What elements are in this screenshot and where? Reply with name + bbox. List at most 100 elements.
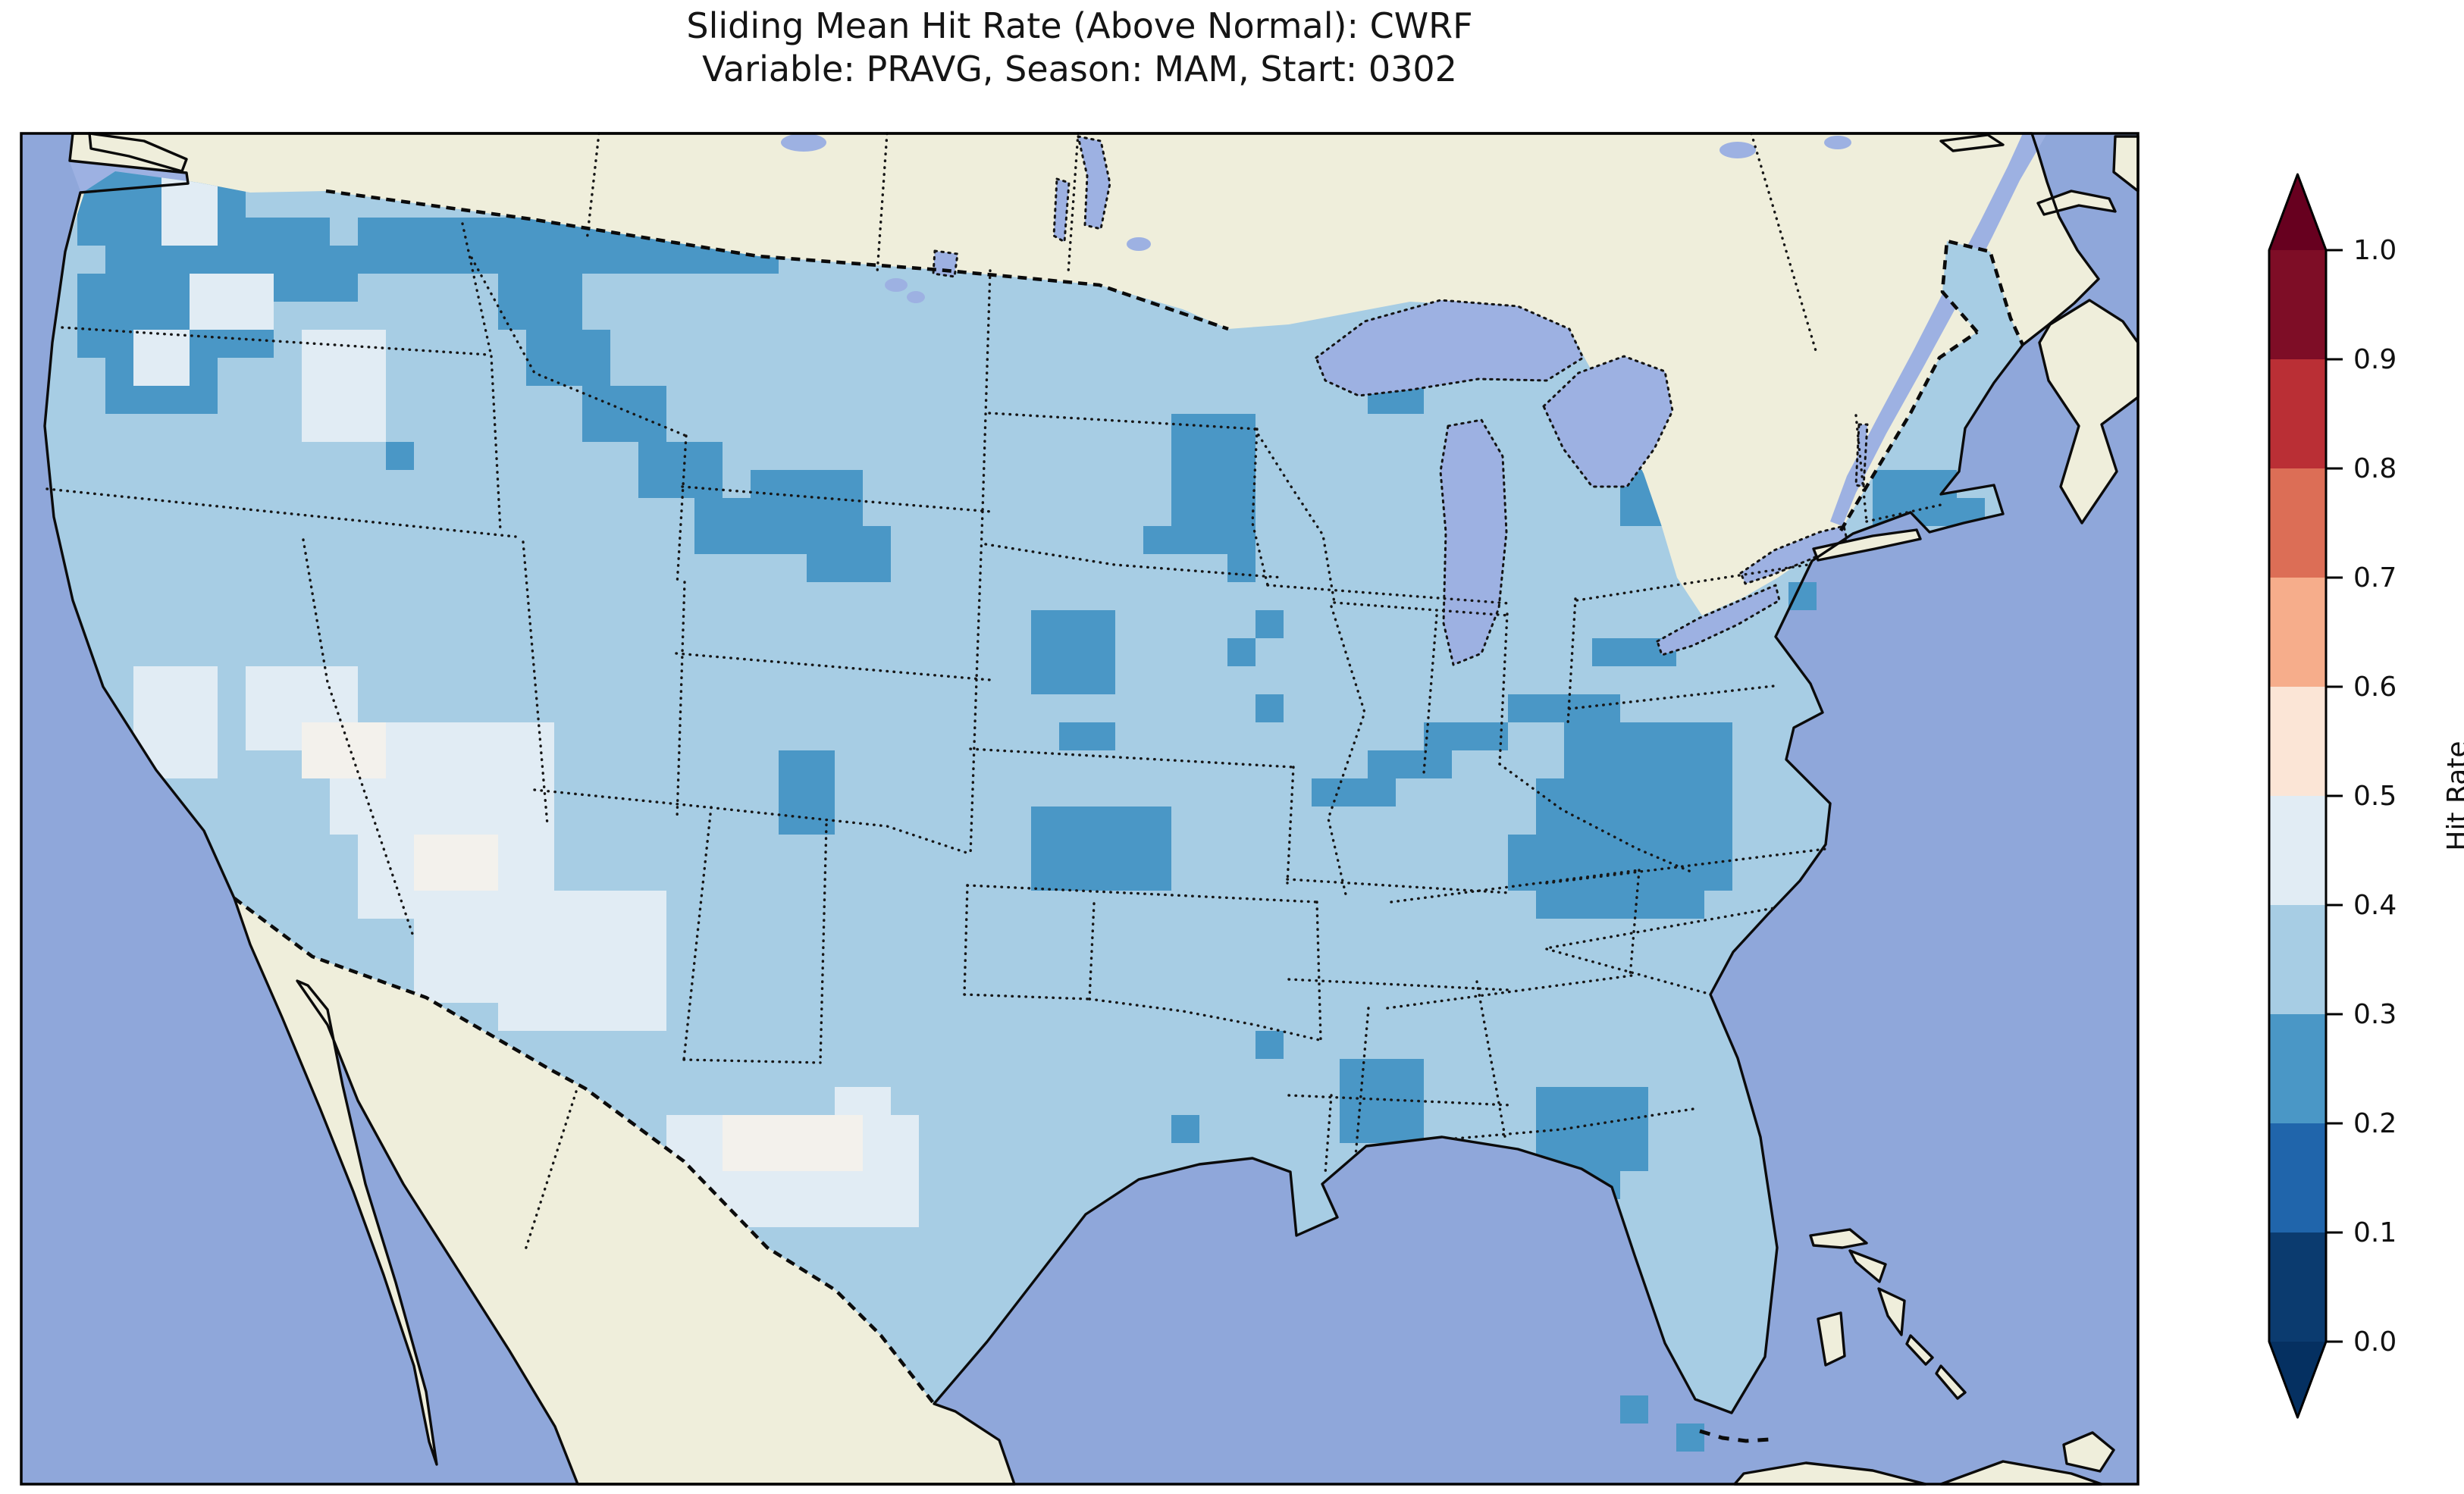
state-border	[682, 1058, 822, 1064]
long-island	[1812, 528, 1922, 562]
country-border	[1839, 330, 1979, 532]
lake-of-the-woods	[932, 249, 959, 278]
small-lake	[1719, 142, 1756, 158]
state-border	[681, 485, 993, 513]
state-border	[1498, 612, 1509, 766]
colorbar-axis-label: Hit Rate	[2442, 741, 2464, 850]
colorbar-segment	[2269, 250, 2326, 359]
province-border	[876, 132, 889, 274]
hit-rate-cells-0.2-0.3	[1536, 778, 1732, 835]
colorbar-tick-label: 0.5	[2353, 781, 2397, 812]
hit-rate-cells-0.2-0.3	[1340, 1059, 1424, 1143]
state-border	[522, 540, 549, 826]
state-border	[1545, 847, 1827, 885]
colorbar-tick-label: 0.3	[2353, 999, 2397, 1030]
hit-rate-cells-0.2-0.3	[498, 274, 582, 330]
north-america-landmass-coastline	[43, 132, 2100, 1486]
hit-rate-cells-0.2-0.3	[358, 218, 526, 274]
hit-rate-cells-0.2-0.3	[526, 330, 610, 386]
state-border	[1475, 980, 1507, 1142]
long-island-bahamas	[1935, 1364, 1967, 1400]
colorbar-tick-label: 0.7	[2353, 562, 2397, 594]
province-border	[1067, 132, 1080, 274]
hit-rate-cells-0.2-0.3	[1256, 610, 1284, 638]
colorbar-segment	[2269, 578, 2326, 687]
hit-rate-cells-0.4-0.5	[133, 330, 190, 386]
state-border	[963, 993, 1091, 1001]
state-border	[302, 538, 415, 938]
lake-ontario	[1739, 525, 1848, 585]
state-border	[1286, 766, 1295, 885]
state-border	[1566, 597, 1577, 725]
colorbar-tick-label: 0.2	[2353, 1108, 2397, 1139]
state-border	[61, 326, 491, 356]
hit-rate-cells-0.2-0.3	[1256, 694, 1284, 722]
hit-rate-cells-0.2-0.3	[1536, 891, 1704, 919]
state-border	[984, 543, 1284, 579]
state-border	[1545, 947, 1707, 994]
chart-title-line1: Sliding Mean Hit Rate (Above Normal): CW…	[686, 5, 1473, 46]
hit-rate-cells-0.4-0.5	[190, 274, 274, 330]
state-border	[819, 823, 828, 1064]
hit-rate-cells-0.2-0.3	[386, 442, 414, 470]
cat-island	[1905, 1334, 1934, 1366]
state-border	[470, 256, 688, 437]
state-border	[1454, 1107, 1700, 1140]
eleuthera	[1877, 1287, 1906, 1336]
state-border	[1315, 900, 1322, 1041]
state-border	[1568, 684, 1776, 710]
hit-rate-cells-0.5-0.6	[414, 835, 498, 891]
state-border	[969, 678, 978, 857]
great-inagua	[2062, 1431, 2115, 1473]
hit-rate-cells-0.2-0.3	[1059, 722, 1115, 750]
nova-scotia	[2038, 299, 2140, 525]
colorbar-tick-label: 0.0	[2353, 1326, 2397, 1358]
colorbar-tick-label: 0.8	[2353, 453, 2397, 484]
chart-title-line2: Variable: PRAVG, Season: MAM, Start: 030…	[702, 49, 1457, 89]
hit-rate-cells-0.2-0.3	[807, 526, 891, 582]
hit-rate-cells-0.2-0.3	[582, 386, 666, 442]
lake-michigan	[1439, 418, 1508, 666]
state-border	[1287, 1094, 1512, 1107]
florida-keys	[1699, 1429, 1770, 1443]
state-border	[682, 806, 713, 1061]
lake-superior	[1315, 299, 1585, 397]
state-border	[1251, 428, 1269, 587]
grand-bahama	[1809, 1228, 1868, 1249]
hit-rate-cells-0.2-0.3	[751, 470, 863, 526]
lake-winnipeg	[1077, 135, 1111, 230]
colorbar-segment	[2269, 1014, 2326, 1123]
colorbar-tick-label: 0.9	[2353, 344, 2397, 375]
hit-rate-cells-0.2-0.3	[274, 246, 358, 302]
colorbar-tick-label: 1.0	[2353, 235, 2397, 266]
colorbar-tick-label: 0.1	[2353, 1217, 2397, 1248]
country-border	[233, 897, 936, 1405]
hit-rate-cells-0.2-0.3	[1031, 807, 1171, 891]
small-lake	[1127, 237, 1151, 251]
hit-rate-cells-0.2-0.3	[1536, 1087, 1648, 1171]
hit-rate-cells-0.2-0.3	[1256, 1031, 1284, 1059]
chart-title: Sliding Mean Hit Rate (Above Normal): CW…	[21, 5, 2138, 91]
state-border	[676, 434, 688, 587]
country-border	[1940, 239, 2025, 346]
state-border	[1088, 998, 1321, 1041]
hit-rate-cells-0.2-0.3	[1227, 554, 1256, 582]
state-border	[1327, 605, 1366, 896]
hit-rate-cells-0.2-0.3	[1508, 694, 1620, 722]
hit-rate-cells-0.2-0.3	[1312, 778, 1396, 807]
state-border	[1422, 614, 1438, 775]
colorbar-segment	[2269, 796, 2326, 905]
state-border	[1865, 503, 1942, 523]
state-border	[1253, 428, 1336, 604]
state-border	[1575, 563, 1810, 602]
small-lake	[1824, 136, 1851, 149]
andros	[1817, 1311, 1846, 1367]
state-border	[1333, 601, 1510, 617]
colorbar-arrow-above-1.0	[2269, 174, 2326, 250]
colorbar-segment	[2269, 468, 2326, 578]
anticosti-island	[1939, 133, 2005, 152]
colorbar-segment	[2269, 687, 2326, 796]
hit-rate-cells-0.2-0.3	[1171, 414, 1256, 554]
